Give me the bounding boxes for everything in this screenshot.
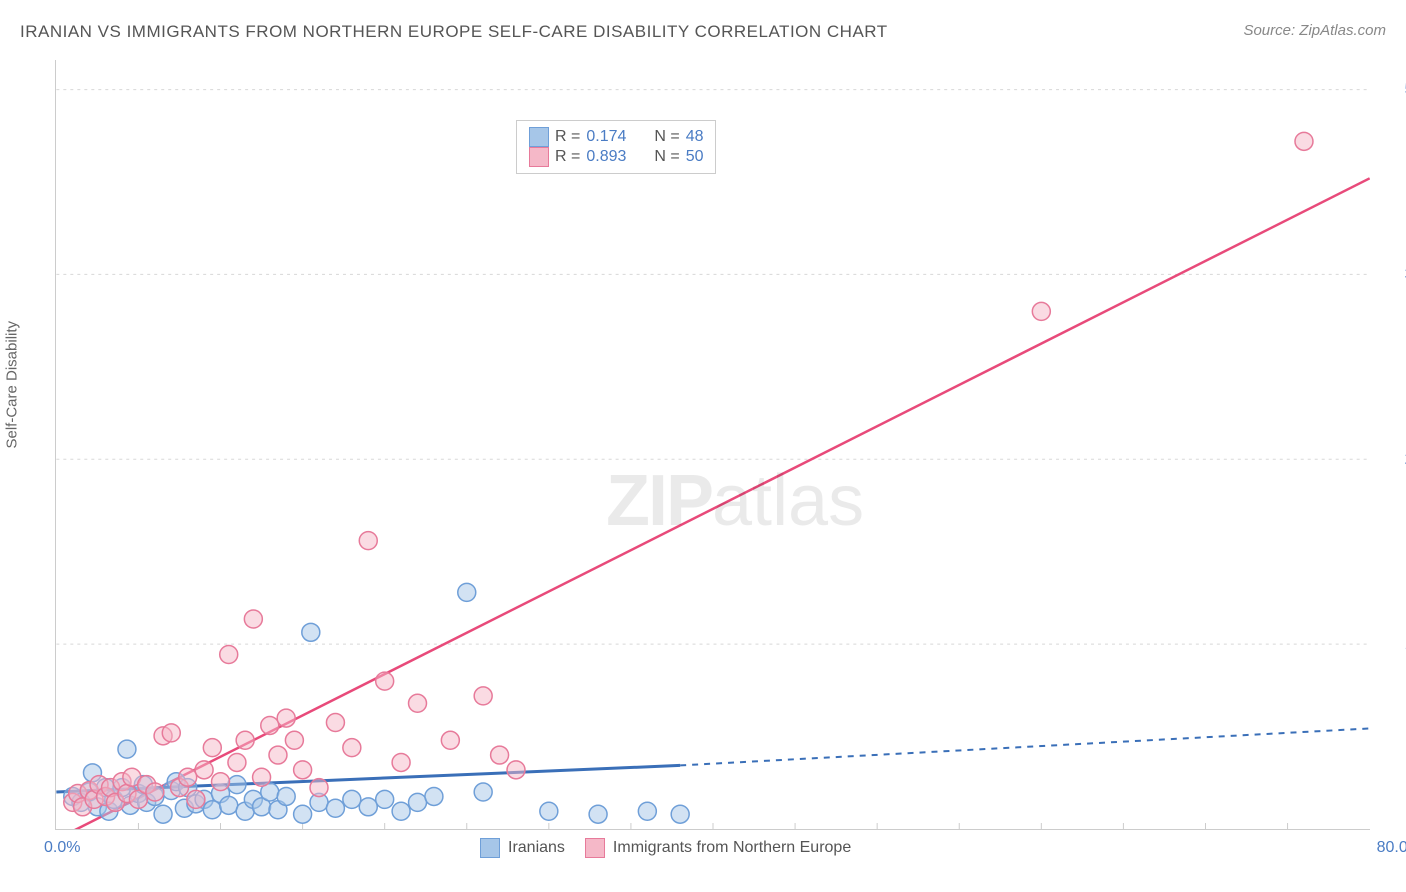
x-tick-right: 80.0%: [1377, 839, 1406, 857]
legend-item: Immigrants from Northern Europe: [585, 838, 851, 858]
n-label: N =: [654, 128, 679, 146]
data-point: [277, 787, 295, 805]
data-point: [220, 646, 238, 664]
x-tick-left: 0.0%: [44, 839, 80, 857]
data-point: [203, 801, 221, 819]
data-point: [409, 793, 427, 811]
n-value: 50: [686, 148, 704, 166]
data-point: [220, 796, 238, 814]
legend-stat-row: R = 0.174 N = 48: [529, 127, 703, 147]
n-label: N =: [654, 148, 679, 166]
trend-line-iranians-dash: [680, 728, 1369, 765]
data-point: [228, 753, 246, 771]
legend-label: Immigrants from Northern Europe: [613, 839, 851, 857]
data-point: [294, 805, 312, 823]
data-point: [212, 773, 230, 791]
data-point: [425, 787, 443, 805]
data-point: [441, 731, 459, 749]
legend-swatch: [529, 147, 549, 167]
data-point: [638, 802, 656, 820]
data-point: [376, 790, 394, 808]
data-point: [359, 798, 377, 816]
data-point: [359, 532, 377, 550]
data-point: [491, 746, 509, 764]
data-point: [310, 779, 328, 797]
data-point: [302, 623, 320, 641]
data-point: [409, 694, 427, 712]
data-point: [118, 740, 136, 758]
data-point: [244, 610, 262, 628]
legend-stats: R = 0.174 N = 48 R = 0.893 N = 50: [516, 120, 716, 174]
trend-line-northern-europe: [56, 178, 1369, 829]
r-value: 0.893: [586, 148, 648, 166]
data-point: [253, 768, 271, 786]
data-point: [261, 716, 279, 734]
chart-title: IRANIAN VS IMMIGRANTS FROM NORTHERN EURO…: [20, 22, 888, 42]
plot-svg: [56, 60, 1370, 829]
data-point: [1295, 132, 1313, 150]
n-value: 48: [686, 128, 704, 146]
data-point: [294, 761, 312, 779]
chart-container: IRANIAN VS IMMIGRANTS FROM NORTHERN EURO…: [0, 0, 1406, 892]
source-label: Source: ZipAtlas.com: [1243, 22, 1386, 39]
data-point: [195, 761, 213, 779]
data-point: [154, 805, 172, 823]
data-point: [162, 724, 180, 742]
data-point: [474, 687, 492, 705]
data-point: [285, 731, 303, 749]
data-point: [228, 776, 246, 794]
y-axis-label: Self-Care Disability: [4, 321, 21, 449]
data-point: [236, 731, 254, 749]
data-point: [458, 583, 476, 601]
legend-item: Iranians: [480, 838, 565, 858]
data-point: [269, 746, 287, 764]
data-point: [187, 790, 205, 808]
data-point: [392, 802, 410, 820]
data-point: [474, 783, 492, 801]
plot-area: ZIPatlas R = 0.174 N = 48 R = 0.893 N = …: [55, 60, 1370, 830]
legend-swatch: [480, 838, 500, 858]
data-point: [179, 768, 197, 786]
r-label: R =: [555, 128, 580, 146]
legend-label: Iranians: [508, 839, 565, 857]
data-point: [326, 714, 344, 732]
data-point: [507, 761, 525, 779]
data-point: [203, 739, 221, 757]
data-point: [343, 739, 361, 757]
data-point: [540, 802, 558, 820]
r-label: R =: [555, 148, 580, 166]
data-point: [277, 709, 295, 727]
data-point: [589, 805, 607, 823]
data-point: [671, 805, 689, 823]
legend-series: Iranians Immigrants from Northern Europe: [480, 838, 851, 858]
data-point: [1032, 302, 1050, 320]
legend-stat-row: R = 0.893 N = 50: [529, 147, 703, 167]
r-value: 0.174: [586, 128, 648, 146]
data-point: [146, 783, 164, 801]
data-point: [343, 790, 361, 808]
data-point: [392, 753, 410, 771]
data-point: [326, 799, 344, 817]
legend-swatch: [585, 838, 605, 858]
data-point: [376, 672, 394, 690]
legend-swatch: [529, 127, 549, 147]
